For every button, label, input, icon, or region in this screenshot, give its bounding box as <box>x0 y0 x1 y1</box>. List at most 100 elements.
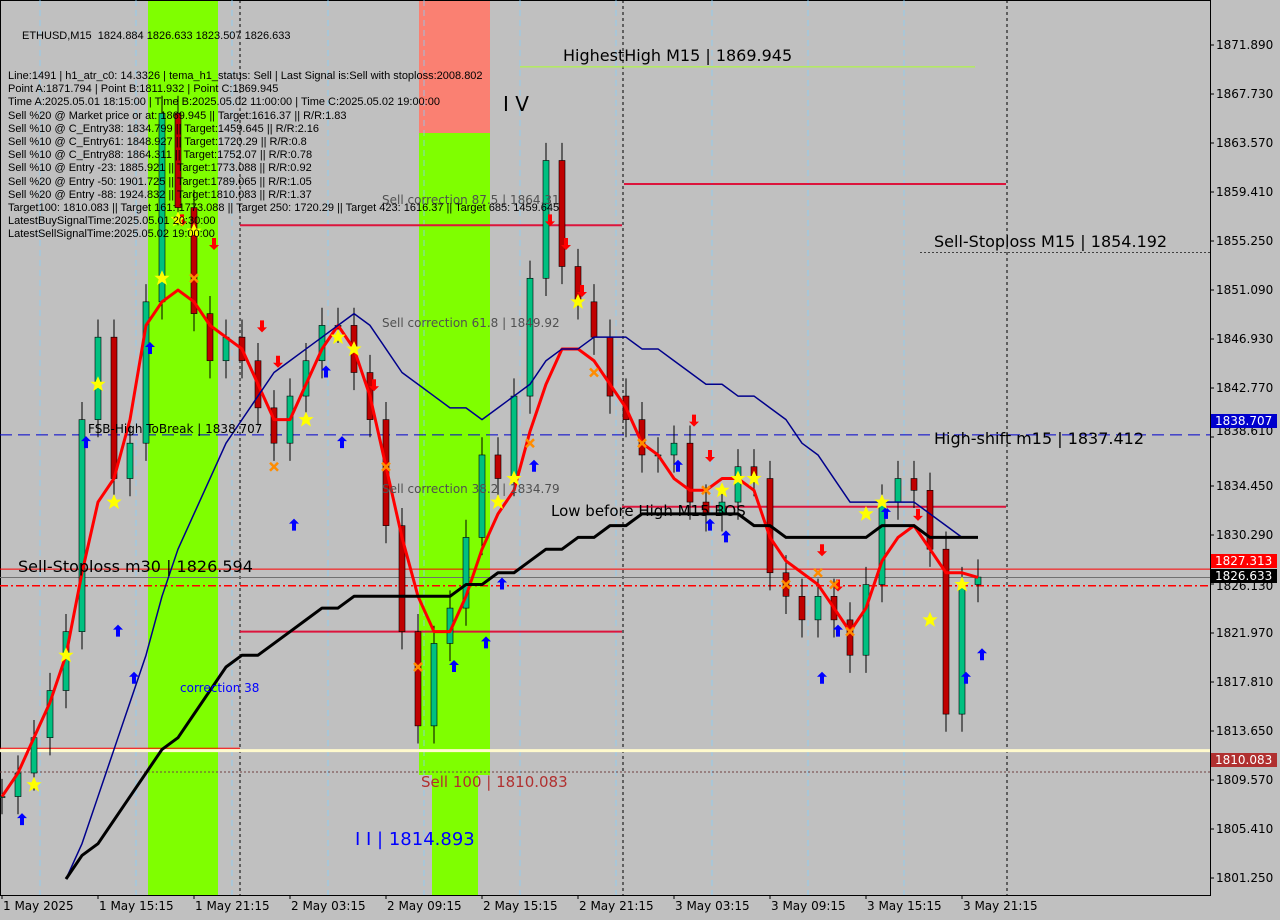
buy-arrow-icon <box>449 659 459 672</box>
candle-body <box>206 313 214 362</box>
star-icon <box>954 576 970 592</box>
candle-body <box>526 277 534 397</box>
annotation-wave-ii: I I | 1814.893 <box>355 829 475 850</box>
star-icon <box>154 270 170 286</box>
candle-body <box>894 478 902 503</box>
star-icon <box>170 211 186 227</box>
info-line: Sell %10 @ Entry -23: 1885.921 || Target… <box>8 162 312 175</box>
x-tick-label: 2 May 21:15 <box>579 899 654 913</box>
y-tick-label: 1855.250 <box>1216 234 1274 248</box>
y-tick-label: 1805.410 <box>1216 822 1274 836</box>
cross-icon <box>189 273 199 284</box>
candle-body <box>174 113 182 208</box>
star-icon <box>298 411 314 427</box>
info-line: Sell %10 @ C_Entry38: 1834.799 || Target… <box>8 122 320 135</box>
y-tick-label: 1834.450 <box>1216 479 1274 493</box>
y-tick-label: 1867.730 <box>1216 87 1274 101</box>
annotation-sell-corr-618: Sell correction 61.8 | 1849.92 <box>382 316 560 330</box>
buy-arrow-icon <box>881 506 891 519</box>
price-tag: 1838.707 <box>1211 414 1277 428</box>
star-icon <box>714 482 730 498</box>
mid-ma-line <box>65 312 978 880</box>
buy-arrow-icon <box>145 341 155 354</box>
annotation-highest-high: HighestHigh M15 | 1869.945 <box>563 46 793 65</box>
buy-arrow-icon <box>961 671 971 684</box>
sell-arrow-icon <box>545 214 555 227</box>
candle-body <box>846 619 854 656</box>
cross-icon <box>829 579 839 590</box>
candle-body <box>78 419 86 632</box>
x-tick-label: 3 May 09:15 <box>771 899 846 913</box>
star-icon <box>26 776 42 792</box>
info-line: Point A:1871.794 | Point B:1811.932 | Po… <box>8 83 279 96</box>
cross-icon <box>781 579 791 590</box>
candle-body <box>222 336 230 362</box>
annotation-fsb-high: FSB-High ToBreak | 1838.707 <box>88 422 263 436</box>
buy-arrow-icon <box>497 577 507 590</box>
x-tick-label: 2 May 09:15 <box>387 899 462 913</box>
candle-body <box>462 537 470 609</box>
buy-arrow-icon <box>721 530 731 543</box>
star-icon <box>506 470 522 486</box>
info-line: LatestSellSignalTime:2025.05.02 19:00:00 <box>8 228 215 241</box>
info-line: Target100: 1810.083 || Target 161: 1773.… <box>8 201 560 214</box>
star-icon <box>58 647 74 663</box>
annotation-sell-corr-875: Sell correction 87.5 | 1864.31 <box>382 193 560 207</box>
y-tick-label: 1859.410 <box>1216 185 1274 199</box>
info-line: Sell %20 @ Market price or at: 1869.945 … <box>8 109 347 122</box>
y-tick-label: 1821.970 <box>1216 626 1274 640</box>
sell-arrow-icon <box>369 379 379 392</box>
candle-body <box>558 160 566 267</box>
candle-body <box>142 301 150 444</box>
y-tick-label: 1817.810 <box>1216 675 1274 689</box>
slow-ma-line <box>64 512 978 880</box>
buy-arrow-icon <box>481 636 491 649</box>
star-icon <box>330 329 346 345</box>
candle-body <box>590 301 598 338</box>
candle-body <box>430 643 438 727</box>
candle-body <box>910 478 918 491</box>
sell-arrow-icon <box>257 320 267 333</box>
sell-arrow-icon <box>577 285 587 298</box>
star-icon <box>490 494 506 510</box>
x-tick-label: 2 May 15:15 <box>483 899 558 913</box>
y-tick-label: 1809.570 <box>1216 773 1274 787</box>
annotation-sell-sl-m15: Sell-Stoploss M15 | 1854.192 <box>934 232 1168 251</box>
candle-body <box>686 442 694 503</box>
sell-zone <box>419 1 490 133</box>
buy-arrow-icon <box>673 459 683 472</box>
star-icon <box>874 494 890 510</box>
star-icon <box>570 293 586 309</box>
candle-body <box>510 395 518 479</box>
info-line: Sell %10 @ C_Entry61: 1848.927 || Target… <box>8 135 307 148</box>
candle-body <box>110 336 118 479</box>
cross-icon <box>269 461 279 472</box>
annotation-wave-iv: I V <box>503 92 529 116</box>
star-icon <box>730 470 746 486</box>
candle-body <box>398 525 406 632</box>
candle-body <box>270 407 278 444</box>
candle-body <box>46 690 54 738</box>
y-tick-label: 1851.090 <box>1216 283 1274 297</box>
info-line: Time A:2025.05.01 18:15:00 | Time B:2025… <box>8 96 440 109</box>
y-tick-label: 1830.290 <box>1216 528 1274 542</box>
cross-icon <box>525 438 535 449</box>
candle-body <box>414 631 422 727</box>
cross-icon <box>637 438 647 449</box>
y-tick-label: 1801.250 <box>1216 871 1274 885</box>
price-tag: 1826.633 <box>1211 569 1277 583</box>
price-tag: 1827.313 <box>1211 554 1277 568</box>
buy-arrow-icon <box>113 624 123 637</box>
y-tick-label: 1846.930 <box>1216 332 1274 346</box>
star-icon <box>346 340 362 356</box>
annotation-low-before-high: Low before High M15 BOS <box>551 502 746 520</box>
x-tick-label: 1 May 15:15 <box>99 899 174 913</box>
candle-body <box>190 207 198 314</box>
candle-body <box>670 442 678 456</box>
candle-body <box>926 489 934 550</box>
y-tick-label: 1813.650 <box>1216 724 1274 738</box>
buy-arrow-icon <box>833 624 843 637</box>
buy-arrow-icon <box>289 518 299 531</box>
annotation-sell-100: Sell 100 | 1810.083 <box>421 773 568 791</box>
